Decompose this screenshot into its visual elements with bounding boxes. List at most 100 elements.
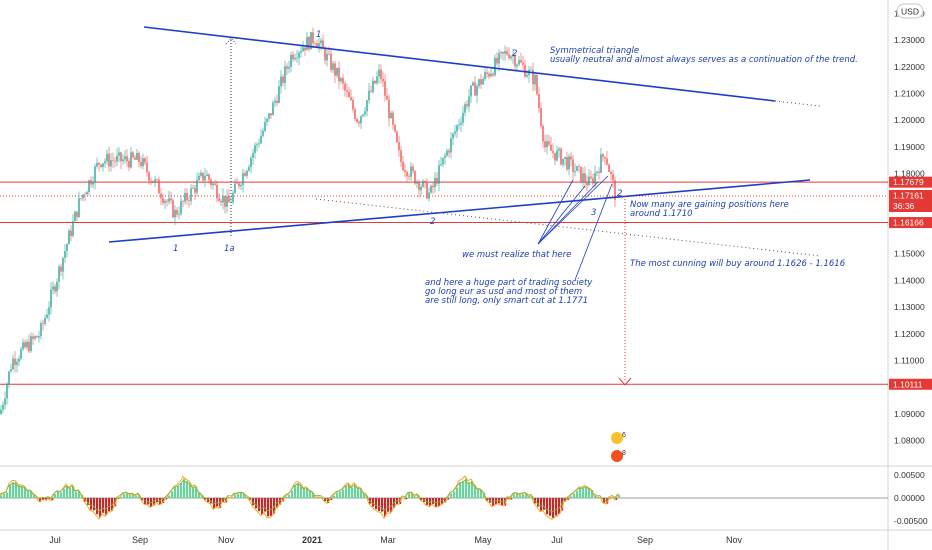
candle-body xyxy=(412,166,414,172)
candle-body xyxy=(320,40,322,44)
oscillator-bar xyxy=(585,486,588,499)
candle-body xyxy=(336,67,338,76)
candle-body xyxy=(604,157,606,159)
oscillator-bar xyxy=(216,498,219,507)
candle-body xyxy=(256,144,258,146)
candle-body xyxy=(446,150,448,156)
oscillator-bar xyxy=(522,494,525,499)
oscillator-bar xyxy=(579,488,582,499)
candle-body xyxy=(436,178,438,184)
price-badge xyxy=(889,176,932,188)
oscillator-bar xyxy=(390,498,393,513)
oscillator-bar xyxy=(27,491,30,499)
time-axis[interactable]: Jul Sep Nov 2021 Mar May Jul Sep Nov xyxy=(49,535,742,545)
candle-body xyxy=(506,51,508,55)
oscillator-tick-label: 0.00000 xyxy=(894,493,925,503)
candle-body xyxy=(274,100,276,103)
oscillator-bar xyxy=(615,498,618,500)
price-tick-label: 1.12000 xyxy=(894,329,925,339)
candle-body xyxy=(190,188,192,201)
time-tick-label: Nov xyxy=(218,535,235,545)
oscillator-bar xyxy=(192,486,195,499)
oscillator-bar xyxy=(414,496,417,499)
candle-body xyxy=(420,186,422,191)
oscillator-bar xyxy=(549,498,552,516)
oscillator-bar xyxy=(240,493,243,499)
candle-body xyxy=(242,173,244,185)
candle-body xyxy=(40,323,42,337)
oscillator-bar xyxy=(480,489,483,499)
candle-body xyxy=(224,195,226,207)
candle-body xyxy=(66,244,68,252)
candle-body xyxy=(310,32,312,50)
annotation-pointer xyxy=(537,181,599,245)
oscillator-bar xyxy=(360,488,363,499)
candle-body xyxy=(562,158,564,165)
candle-body xyxy=(106,153,108,162)
candle-body xyxy=(534,74,536,85)
oscillator-bar xyxy=(75,491,78,499)
oscillator-bar xyxy=(54,494,57,499)
candle-body xyxy=(304,47,306,51)
price-badge-label: 1.10111 xyxy=(893,379,923,389)
oscillator-bar xyxy=(57,491,60,499)
candle-body xyxy=(280,76,282,87)
candle-body xyxy=(606,158,608,165)
candle-body xyxy=(192,187,194,189)
oscillator-bar xyxy=(105,498,108,516)
annotations: Symmetrical triangle usually neutral and… xyxy=(173,30,858,306)
oscillator-bar xyxy=(513,494,516,499)
wave-label: 1a xyxy=(224,244,235,254)
oscillator-bar xyxy=(411,492,414,499)
candle-body xyxy=(588,176,590,186)
candle-body xyxy=(118,152,120,156)
candle-body xyxy=(68,230,70,245)
oscillator-bar xyxy=(444,498,447,503)
target-arrowhead xyxy=(618,377,632,386)
candle-body xyxy=(216,184,218,199)
price-badge xyxy=(889,217,932,229)
time-tick-label: Nov xyxy=(726,535,743,545)
candle-body xyxy=(12,358,14,370)
oscillator-bar xyxy=(195,486,198,499)
oscillator-bar xyxy=(36,497,39,499)
currency-selector[interactable]: USD xyxy=(896,3,924,19)
candle-body xyxy=(424,180,426,182)
oscillator-bar xyxy=(378,498,381,511)
event-calendar-icon[interactable] xyxy=(611,432,623,444)
candle-body xyxy=(592,178,594,184)
candle-body xyxy=(258,143,260,145)
oscillator-bar xyxy=(108,498,111,512)
oscillator-bar xyxy=(495,498,498,505)
oscillator-bar xyxy=(120,496,123,499)
oscillator-bar xyxy=(129,495,132,499)
oscillator-bar xyxy=(207,498,210,503)
oscillator-bar xyxy=(165,498,168,500)
oscillator-bar xyxy=(243,493,246,499)
candle-body xyxy=(530,69,532,71)
oscillator-bar xyxy=(135,496,138,499)
candle-body xyxy=(194,187,196,193)
price-tick-label: 1.21000 xyxy=(894,88,925,98)
oscillator-bar xyxy=(39,498,42,502)
event-earnings-icon[interactable] xyxy=(611,450,623,462)
candle-body xyxy=(308,37,310,50)
time-tick-label: May xyxy=(474,535,492,545)
candle-body xyxy=(208,174,210,180)
oscillator-bar xyxy=(168,495,171,499)
candle-body xyxy=(182,200,184,202)
oscillator-bar xyxy=(441,498,444,505)
oscillator-bar xyxy=(459,482,462,499)
oscillator-bar xyxy=(300,484,303,499)
candle-body xyxy=(244,173,246,176)
candle-body xyxy=(240,184,242,187)
oscillator-bar xyxy=(288,494,291,499)
oscillator-bar xyxy=(9,484,12,499)
economic-events[interactable]: 6 8 xyxy=(611,432,626,462)
annotation-society-3: are still long, only smart cut at 1.1771 xyxy=(425,296,588,306)
oscillator-bar xyxy=(12,482,15,499)
oscillator-bar xyxy=(450,493,453,499)
candle-body xyxy=(314,43,316,44)
candle-body xyxy=(2,404,4,410)
